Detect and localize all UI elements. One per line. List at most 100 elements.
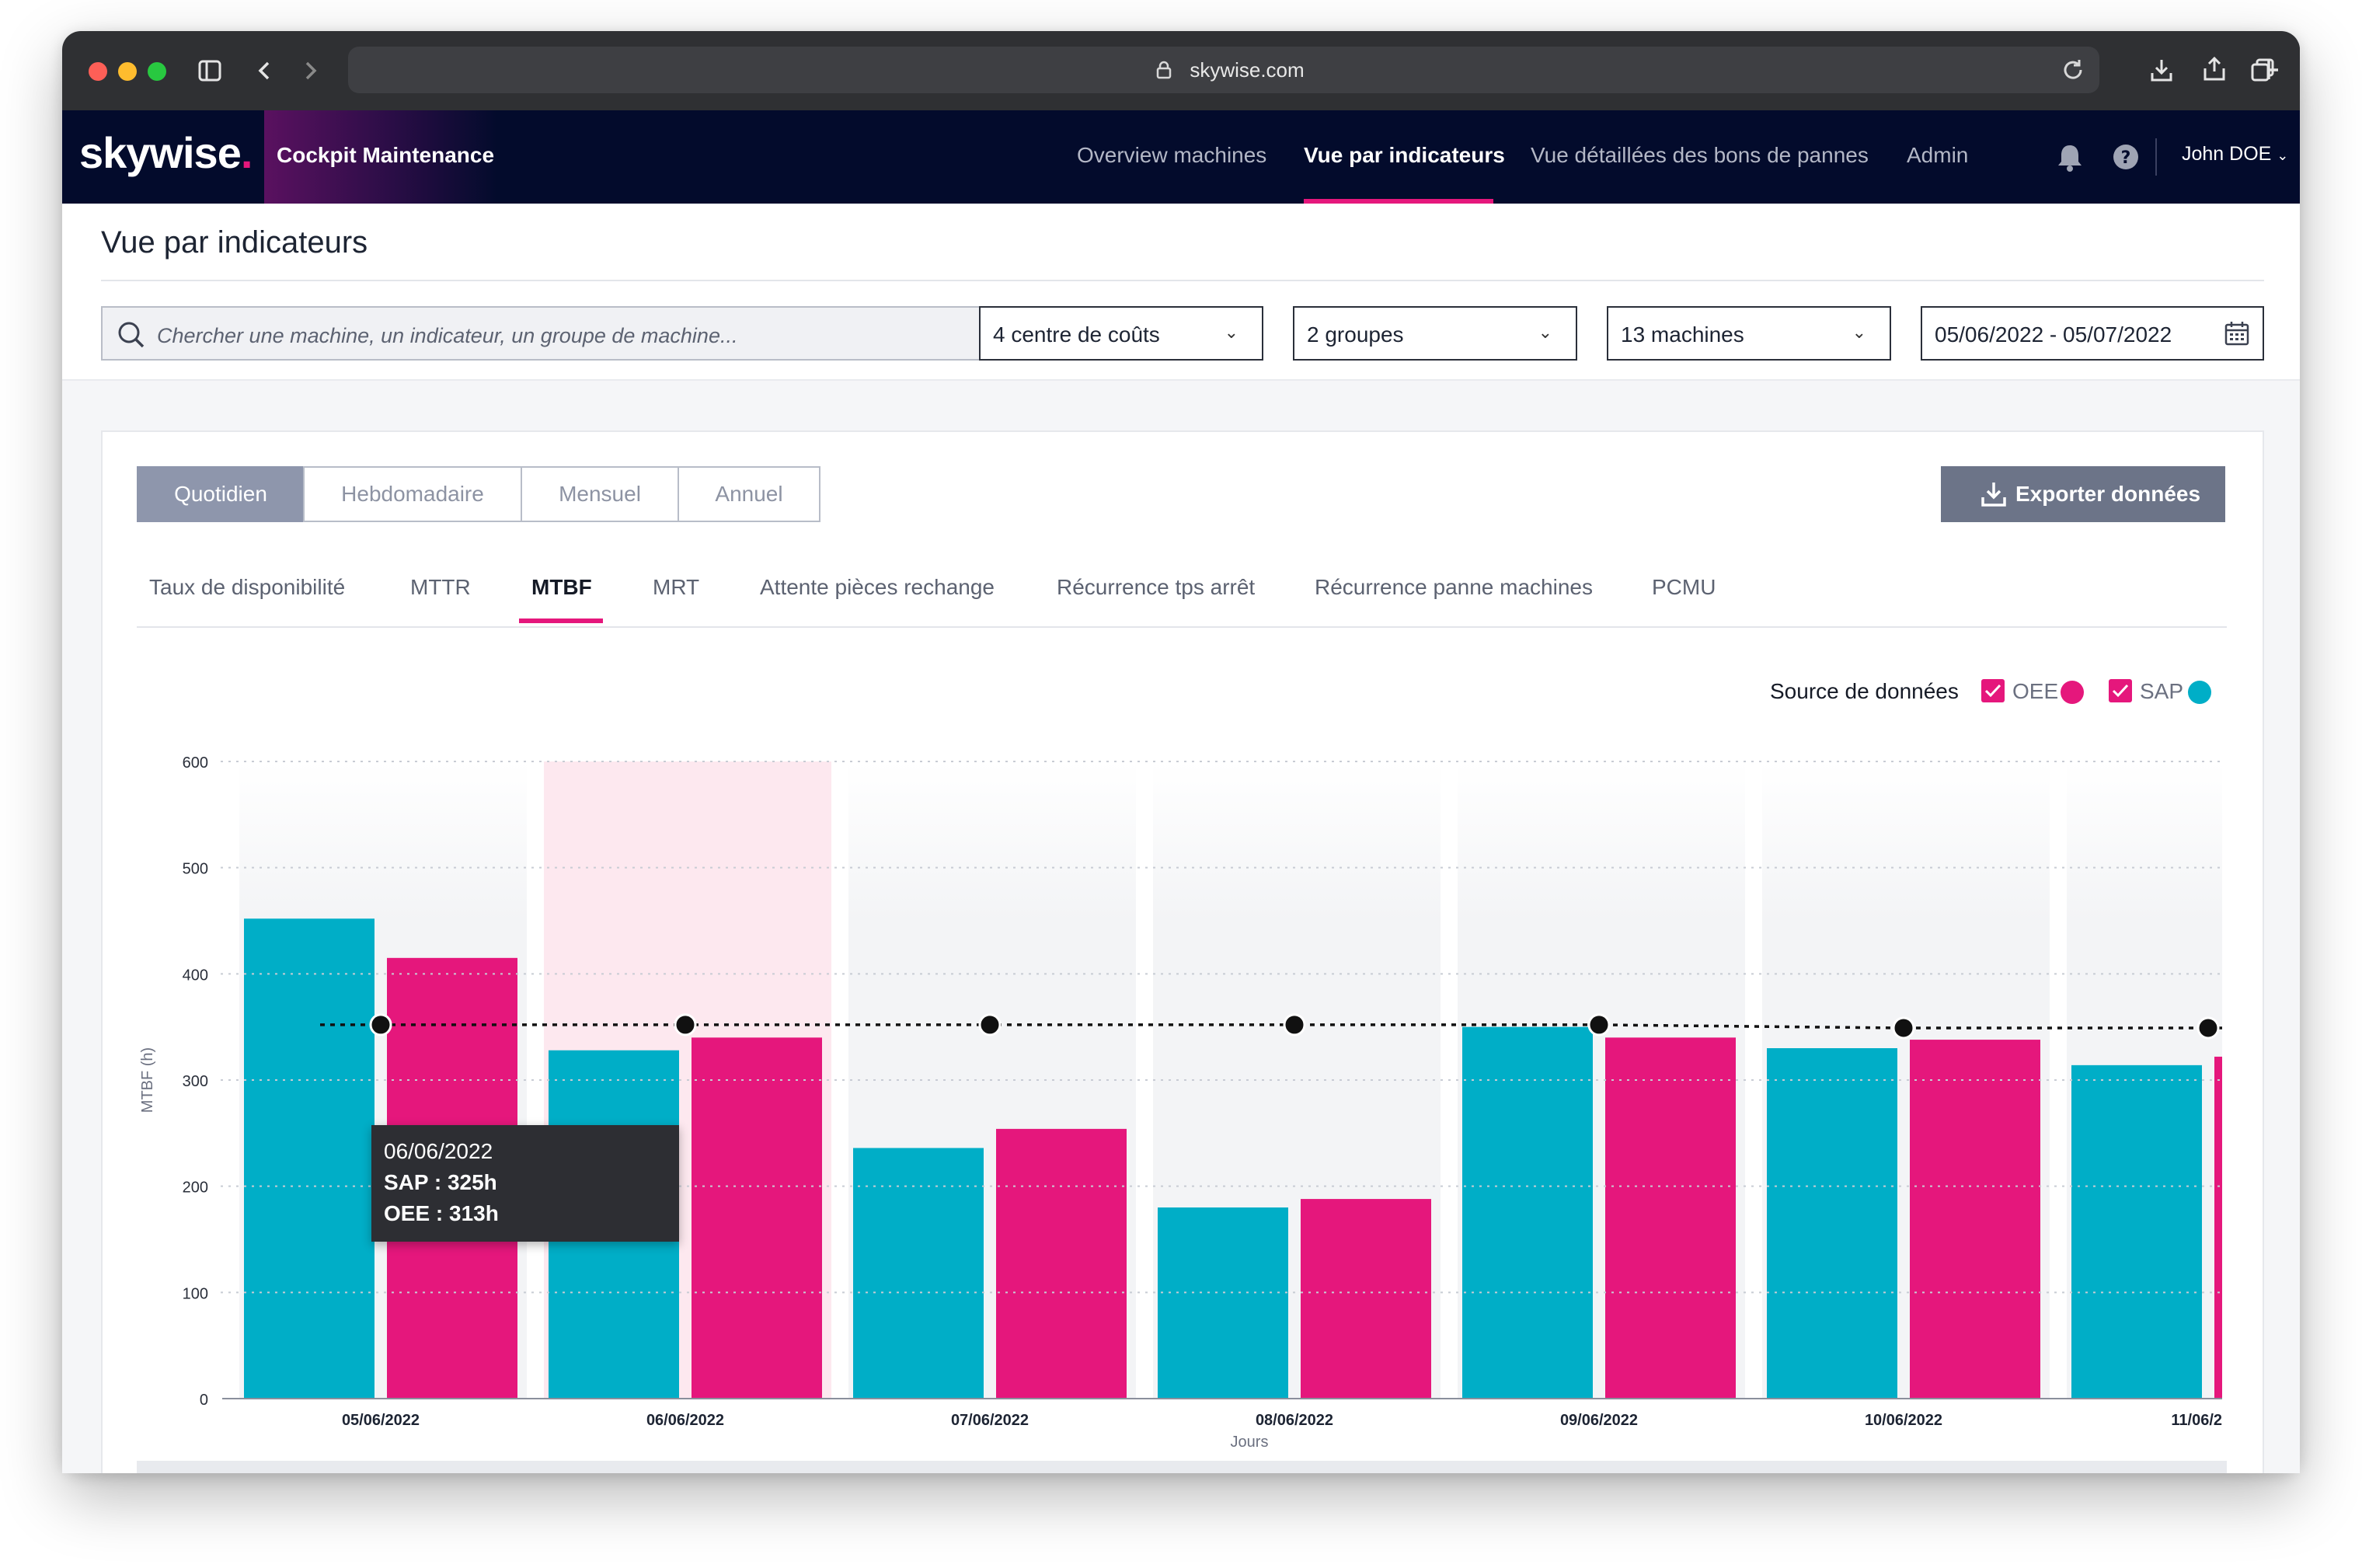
x-tick-label: 10/06/2022: [1865, 1412, 1942, 1429]
x-tick-label: 07/06/2022: [951, 1412, 1029, 1429]
bell-icon[interactable]: [2056, 143, 2084, 172]
download-icon: [1981, 483, 2006, 507]
tabs-divider: [137, 626, 2227, 628]
search-icon: [118, 322, 145, 348]
title-divider: [101, 280, 2264, 281]
nav-divider: [2155, 138, 2157, 176]
tab-mttr[interactable]: MTTR: [410, 575, 471, 599]
chart-tooltip: 06/06/2022 SAP : 325h OEE : 313h: [371, 1125, 679, 1242]
tab-attente-pieces[interactable]: Attente pièces rechange: [760, 575, 995, 599]
period-hebdomadaire[interactable]: Hebdomadaire: [303, 466, 522, 522]
bar-oee: [1605, 1037, 1736, 1399]
x-tick-label: 06/06/2022: [646, 1412, 724, 1429]
cost-center-value: 4 centre de coûts: [993, 322, 1160, 347]
nav-admin[interactable]: Admin: [1907, 143, 1969, 167]
average-point: [978, 1013, 1002, 1037]
bar-oee: [1910, 1040, 2040, 1399]
legend-sap-swatch: [2188, 681, 2211, 704]
chevron-down-icon: ⌄: [1538, 322, 1552, 342]
bar-sap: [1158, 1207, 1288, 1399]
share-icon[interactable]: [2202, 56, 2227, 82]
bar-sap: [1462, 1026, 1593, 1399]
x-axis-label: Jours: [1231, 1434, 1269, 1451]
sap-checkbox[interactable]: [2109, 679, 2132, 702]
period-annuel[interactable]: Annuel: [678, 466, 820, 522]
bar-oee: [1301, 1199, 1431, 1399]
check-icon: [2112, 684, 2129, 698]
scroll-strip: [137, 1461, 2227, 1473]
average-point: [369, 1013, 392, 1037]
y-tick-label: 400: [183, 967, 208, 984]
period-mensuel[interactable]: Mensuel: [521, 466, 679, 522]
help-icon[interactable]: ?: [2112, 143, 2140, 171]
page-title: Vue par indicateurs: [101, 225, 368, 260]
filter-divider: [62, 379, 2300, 381]
y-tick-label: 300: [183, 1073, 208, 1090]
bar-oee: [2214, 1056, 2222, 1399]
x-tick-label: 08/06/2022: [1256, 1412, 1333, 1429]
nav-vue-par-indicateurs[interactable]: Vue par indicateurs: [1304, 143, 1505, 167]
download-icon[interactable]: [2149, 57, 2174, 84]
chevron-down-icon: ⌄: [2277, 148, 2289, 163]
bar-sap: [853, 1148, 984, 1399]
bar-oee: [996, 1128, 1127, 1399]
bar-sap: [244, 918, 375, 1399]
svg-text:?: ?: [2121, 148, 2131, 168]
legend-oee-label: OEE: [2012, 679, 2059, 703]
bar-sap: [1767, 1048, 1897, 1399]
date-range-picker[interactable]: 05/06/2022 - 05/07/2022: [1921, 306, 2264, 361]
skywise-logo[interactable]: skywise.: [79, 128, 253, 177]
y-tick-label: 100: [183, 1285, 208, 1302]
user-name: John DOE: [2182, 143, 2272, 165]
tab-overview-icon[interactable]: [2250, 57, 2275, 82]
tab-taux-disponibilite[interactable]: Taux de disponibilité: [149, 575, 346, 599]
browser-toolbar: skywise.com: [62, 31, 2300, 110]
legend-title: Source de données: [1770, 679, 1959, 703]
period-quotidien[interactable]: Quotidien: [137, 466, 305, 522]
search-input[interactable]: Chercher une machine, un indicateur, un …: [101, 306, 1004, 361]
average-point: [2197, 1016, 2220, 1040]
minimize-window-button[interactable]: [118, 62, 137, 81]
machines-select[interactable]: 13 machines ⌄: [1607, 306, 1891, 361]
sidebar-icon[interactable]: [197, 59, 222, 82]
chevron-down-icon: ⌄: [1852, 322, 1866, 342]
app-navbar: skywise. Cockpit Maintenance Overview ma…: [62, 110, 2300, 204]
maximize-window-button[interactable]: [148, 62, 166, 81]
user-menu[interactable]: John DOE ⌄: [2182, 143, 2288, 166]
export-label: Exporter données: [2015, 482, 2201, 506]
export-button[interactable]: Exporter données: [1941, 466, 2225, 522]
tab-recurrence-panne[interactable]: Récurrence panne machines: [1315, 575, 1593, 599]
x-tick-label: 09/06/2022: [1560, 1412, 1638, 1429]
x-tick-label: 05/06/2022: [342, 1412, 420, 1429]
nav-overview-machines[interactable]: Overview machines: [1077, 143, 1267, 167]
bar-sap: [2071, 1064, 2202, 1399]
y-axis-label: MTBF (h): [139, 1047, 156, 1113]
lock-icon: [1156, 61, 1172, 79]
nav-vue-detaillees[interactable]: Vue détaillées des bons de pannes: [1531, 143, 1869, 167]
legend-sap-label: SAP: [2140, 679, 2184, 703]
y-tick-label: 200: [183, 1179, 208, 1197]
groups-select[interactable]: 2 groupes ⌄: [1293, 306, 1577, 361]
tab-active-indicator: [519, 618, 603, 623]
check-icon: [1984, 684, 2001, 698]
average-point: [674, 1013, 697, 1037]
close-window-button[interactable]: [89, 62, 107, 81]
average-point: [1892, 1016, 1915, 1040]
date-range-value: 05/06/2022 - 05/07/2022: [1935, 322, 2172, 347]
tooltip-date: 06/06/2022: [384, 1139, 493, 1163]
x-tick-label: 11/06/2: [2171, 1412, 2222, 1429]
cost-center-select[interactable]: 4 centre de coûts ⌄: [979, 306, 1263, 361]
calendar-icon[interactable]: [2224, 320, 2250, 347]
tooltip-oee: OEE : 313h: [384, 1201, 499, 1225]
address-bar[interactable]: skywise.com: [348, 47, 2099, 93]
tab-recurrence-tps-arret[interactable]: Récurrence tps arrêt: [1057, 575, 1256, 599]
reload-icon[interactable]: [2061, 57, 2085, 82]
nav-active-indicator: [1304, 199, 1493, 204]
oee-checkbox[interactable]: [1981, 679, 2005, 702]
tab-mtbf[interactable]: MTBF: [531, 575, 592, 599]
forward-icon[interactable]: [303, 59, 319, 82]
back-icon[interactable]: [256, 59, 272, 82]
tab-mrt[interactable]: MRT: [653, 575, 700, 599]
tab-pcmu[interactable]: PCMU: [1652, 575, 1716, 599]
